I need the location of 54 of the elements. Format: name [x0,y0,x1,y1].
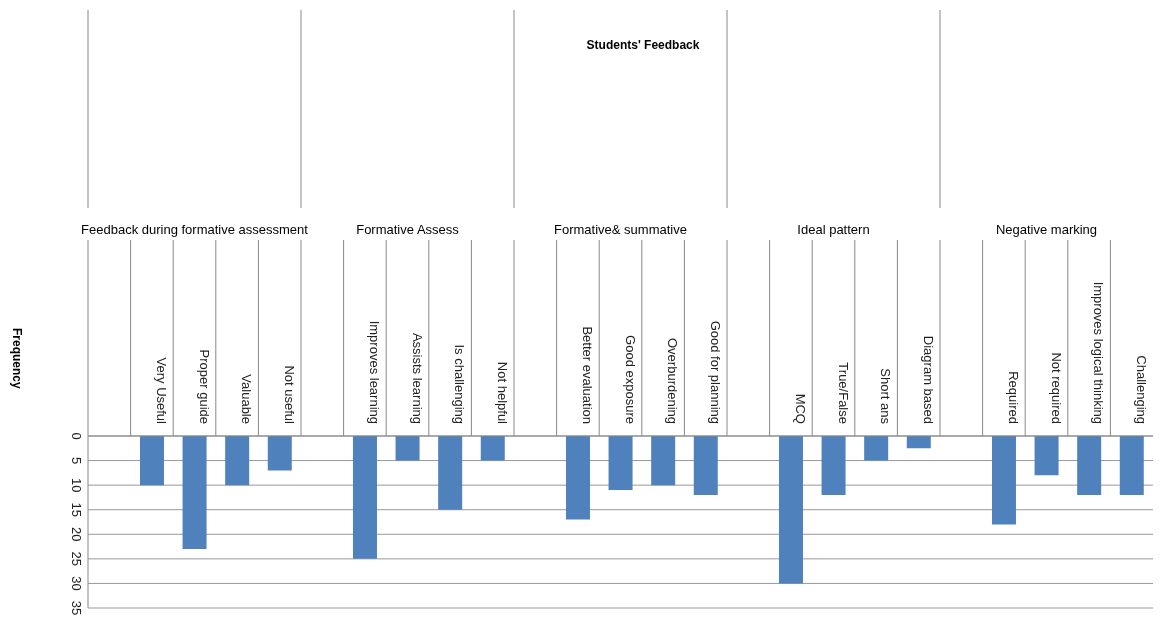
x-tick-label: Required [1005,371,1021,424]
bar [608,436,633,491]
bar [778,436,803,584]
x-tick-label: Challenging [1133,355,1149,424]
x-tick-label: Good for planning [707,320,723,424]
x-tick-label: Proper guide [196,349,212,424]
y-tick-label: 30 [68,576,84,591]
text: Negative marking [994,222,1099,237]
bar [864,436,889,461]
x-tick-label: True/False [835,362,851,424]
x-tick-label: Not required [1048,352,1064,424]
bar [565,436,590,520]
text: Ideal pattern [796,222,871,237]
x-tick-label: Improves learning [366,320,382,424]
bar [1077,436,1102,495]
y-tick-label: 10 [68,477,84,493]
x-tick-label: Not useful [281,365,297,425]
text: Feedback during formative assessment [80,222,309,237]
bar [991,436,1016,525]
x-tick-label: Not helpful [494,361,510,425]
bar [821,436,846,495]
bar [651,436,676,486]
x-tick-label: Short ans [878,368,894,425]
y-tick-label: 15 [68,502,84,517]
y-tick-label: 35 [68,600,84,616]
x-tick-label: Diagram based [920,335,936,424]
x-tick-label: Very Useful [153,357,169,425]
y-tick-label: 0 [68,432,84,440]
bar [1119,436,1144,495]
bar [352,436,377,559]
chart-title: Students' Feedback [585,38,701,52]
y-axis-title: Frequency [10,328,24,389]
bar [1034,436,1059,476]
x-tick-label: Valuable [239,374,255,424]
x-tick-label: Is challenging [452,344,468,424]
bar [438,436,463,510]
y-tick-label: 25 [68,551,84,567]
x-tick-label: Improves logical thinking [1091,281,1107,424]
text: Formative Assess [356,222,459,237]
bar [139,436,164,486]
bar [267,436,292,471]
bar [225,436,250,486]
x-tick-label: Better evaluation [579,326,595,424]
bar [395,436,420,461]
y-tick-label: 20 [68,527,84,542]
y-tick-label: 5 [68,456,84,465]
text: Formative& summative [553,222,688,237]
x-tick-label: Overburdening [665,338,681,424]
bar [182,436,207,550]
x-tick-label: Assists learning [409,332,425,424]
bar [693,436,718,495]
bar [480,436,505,461]
x-tick-label: MCQ [792,393,808,424]
x-tick-label: Good exposure [622,335,638,424]
